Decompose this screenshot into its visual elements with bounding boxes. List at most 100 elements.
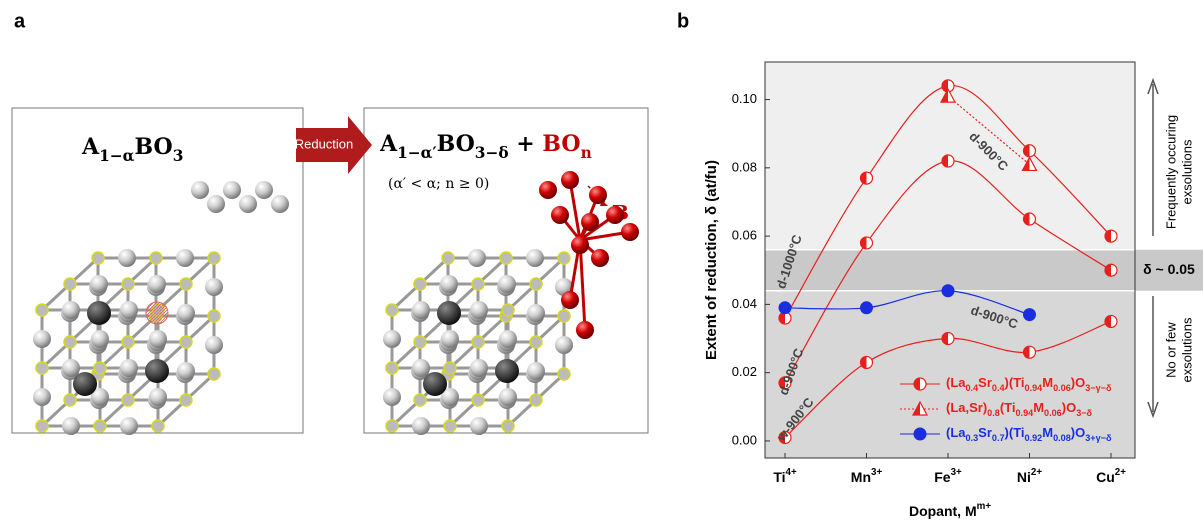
b-site	[207, 367, 221, 381]
o-site	[90, 275, 108, 293]
data-point	[911, 400, 929, 416]
text-part: Fe	[934, 469, 951, 485]
formula: A1−αBO3	[81, 134, 183, 165]
b-site	[385, 361, 399, 375]
text-part: 0.92	[1025, 433, 1043, 443]
x-axis-title: Dopant, Mm+	[909, 501, 991, 519]
o-site	[120, 359, 138, 377]
o-site	[555, 336, 573, 354]
b-site	[121, 335, 135, 349]
text-part: n	[581, 144, 592, 162]
panel-label: a	[14, 10, 26, 32]
a-site	[437, 301, 461, 325]
o-site	[62, 417, 80, 435]
o-site	[33, 388, 51, 406]
text-part: 1−α′	[397, 144, 437, 162]
panel-label: b	[677, 10, 689, 32]
o-site	[177, 362, 195, 380]
y-tick-label: 0.02	[732, 364, 757, 379]
o-site	[176, 249, 194, 267]
marker-part	[1105, 264, 1111, 277]
marker-part	[942, 79, 948, 92]
o-site	[223, 181, 241, 199]
x-tick-label: Mn3+	[851, 467, 883, 485]
text-part: 3+	[951, 467, 962, 478]
b-site	[35, 419, 49, 433]
data-point	[1023, 308, 1036, 322]
exsolved-atom	[589, 186, 607, 204]
legend-label: (La0.3Sr0.7)(Ti0.92M0.08)O3+γ−δ	[946, 425, 1112, 443]
o-site	[412, 301, 430, 319]
b-site	[529, 335, 543, 349]
data-point	[859, 355, 874, 370]
o-site	[499, 330, 517, 348]
text-part: 3	[173, 147, 184, 165]
text-part: Sr	[978, 375, 992, 390]
text-part: 0.94	[1025, 383, 1044, 393]
b-site	[93, 419, 107, 433]
b-site	[91, 251, 105, 265]
o-site	[470, 417, 488, 435]
text-part: M	[1042, 375, 1053, 390]
a-site	[145, 359, 169, 383]
y-axis-title: Extent of reduction, δ (at/fu)	[703, 160, 720, 360]
data-point	[1104, 263, 1118, 277]
o-site	[441, 388, 459, 406]
o-site	[91, 388, 109, 406]
marker-part	[860, 236, 867, 249]
text-part: )O	[1071, 425, 1085, 440]
o-site	[412, 417, 430, 435]
o-site	[205, 336, 223, 354]
exsolved-atom	[621, 223, 639, 241]
text-part: Ni	[1017, 469, 1031, 485]
b-site	[35, 303, 49, 317]
b-site	[557, 251, 571, 265]
plot-frame	[764, 61, 1136, 459]
text-part: (La,Sr)	[946, 400, 987, 415]
text-part: 0.3	[966, 433, 979, 443]
text-part: A	[81, 134, 100, 160]
marker-part	[1105, 315, 1111, 328]
zone-label: exsolutions	[1179, 317, 1194, 383]
x-tick-label: Fe3+	[934, 467, 962, 485]
marker-part	[1105, 230, 1111, 243]
b-site	[93, 361, 107, 375]
exsolved-atom	[571, 236, 589, 254]
b-site	[443, 361, 457, 375]
b-site	[557, 367, 571, 381]
y-tick-label: 0.00	[732, 432, 757, 447]
data-point	[1022, 345, 1037, 359]
series-line	[784, 160, 1112, 384]
b-site	[499, 251, 513, 265]
b-site	[413, 277, 427, 291]
x-tick-label: Ti4+	[773, 467, 797, 485]
marker-part	[860, 172, 867, 185]
text-part: m+	[977, 501, 992, 512]
o-site	[191, 181, 209, 199]
o-site	[527, 304, 545, 322]
o-site	[526, 249, 544, 267]
marker-part	[779, 312, 785, 325]
o-site	[62, 301, 80, 319]
o-site	[470, 301, 488, 319]
o-site	[412, 359, 430, 377]
text-part: +	[509, 131, 543, 157]
exsolved-atom	[576, 321, 594, 339]
o-site	[148, 275, 166, 293]
legend-label: (La,Sr)0.8(Ti0.94M0.06)O3−δ	[946, 400, 1093, 418]
data-point	[859, 236, 874, 250]
x-tick-label: Cu2+	[1096, 467, 1126, 485]
b-site	[413, 335, 427, 349]
text-part: 0.06	[1044, 408, 1062, 418]
o-site	[205, 278, 223, 296]
b-site	[179, 277, 193, 291]
data-point	[913, 427, 927, 441]
text-part: 2+	[1031, 467, 1042, 478]
marker-part	[942, 155, 948, 167]
text-part: 3+γ−δ	[1085, 433, 1112, 443]
b-site	[35, 361, 49, 375]
b-site	[529, 393, 543, 407]
o-site	[149, 330, 167, 348]
data-point	[778, 376, 792, 390]
b-site	[63, 277, 77, 291]
